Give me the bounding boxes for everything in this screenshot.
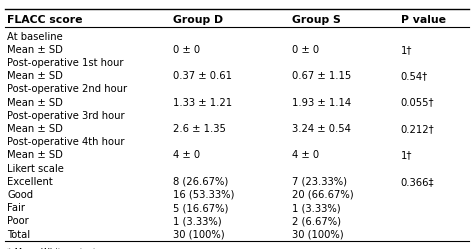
Text: Good: Good [7, 190, 33, 200]
Text: 0 ± 0: 0 ± 0 [292, 45, 319, 55]
Text: Mean ± SD: Mean ± SD [7, 71, 63, 81]
Text: 7 (23.33%): 7 (23.33%) [292, 177, 346, 187]
Text: 1 (3.33%): 1 (3.33%) [173, 216, 222, 226]
Text: 0.54†: 0.54† [401, 71, 428, 81]
Text: 30 (100%): 30 (100%) [292, 230, 343, 240]
Text: 4 ± 0: 4 ± 0 [173, 150, 200, 160]
Text: 20 (66.67%): 20 (66.67%) [292, 190, 353, 200]
Text: 1.93 ± 1.14: 1.93 ± 1.14 [292, 98, 351, 108]
Text: Post-operative 2nd hour: Post-operative 2nd hour [7, 84, 127, 94]
Text: 16 (53.33%): 16 (53.33%) [173, 190, 234, 200]
Text: 8 (26.67%): 8 (26.67%) [173, 177, 228, 187]
Text: 1†: 1† [401, 45, 412, 55]
Text: P value: P value [401, 15, 446, 25]
Text: 30 (100%): 30 (100%) [173, 230, 225, 240]
Text: 0.212†: 0.212† [401, 124, 434, 134]
Text: 1.33 ± 1.21: 1.33 ± 1.21 [173, 98, 232, 108]
Text: 1†: 1† [401, 150, 412, 160]
Text: 4 ± 0: 4 ± 0 [292, 150, 319, 160]
Text: Total: Total [7, 230, 30, 240]
Text: 5 (16.67%): 5 (16.67%) [173, 203, 228, 213]
Text: 2.6 ± 1.35: 2.6 ± 1.35 [173, 124, 226, 134]
Text: Mean ± SD: Mean ± SD [7, 45, 63, 55]
Text: 3.24 ± 0.54: 3.24 ± 0.54 [292, 124, 350, 134]
Text: Poor: Poor [7, 216, 29, 226]
Text: Fair: Fair [7, 203, 25, 213]
Text: 1 (3.33%): 1 (3.33%) [292, 203, 340, 213]
Text: Excellent: Excellent [7, 177, 53, 187]
Text: Post-operative 4th hour: Post-operative 4th hour [7, 137, 125, 147]
Text: Group D: Group D [173, 15, 223, 25]
Text: Mean ± SD: Mean ± SD [7, 124, 63, 134]
Text: 0.67 ± 1.15: 0.67 ± 1.15 [292, 71, 351, 81]
Text: 0.37 ± 0.61: 0.37 ± 0.61 [173, 71, 232, 81]
Text: 0.055†: 0.055† [401, 98, 434, 108]
Text: * Mann Whitney test: * Mann Whitney test [7, 248, 96, 249]
Text: Group S: Group S [292, 15, 340, 25]
Text: Likert scale: Likert scale [7, 164, 64, 174]
Text: 0.366‡: 0.366‡ [401, 177, 434, 187]
Text: At baseline: At baseline [7, 32, 63, 42]
Text: 2 (6.67%): 2 (6.67%) [292, 216, 340, 226]
Text: Mean ± SD: Mean ± SD [7, 150, 63, 160]
Text: Mean ± SD: Mean ± SD [7, 98, 63, 108]
Text: Post-operative 1st hour: Post-operative 1st hour [7, 58, 124, 68]
Text: 0 ± 0: 0 ± 0 [173, 45, 200, 55]
Text: FLACC score: FLACC score [7, 15, 82, 25]
Text: Post-operative 3rd hour: Post-operative 3rd hour [7, 111, 125, 121]
